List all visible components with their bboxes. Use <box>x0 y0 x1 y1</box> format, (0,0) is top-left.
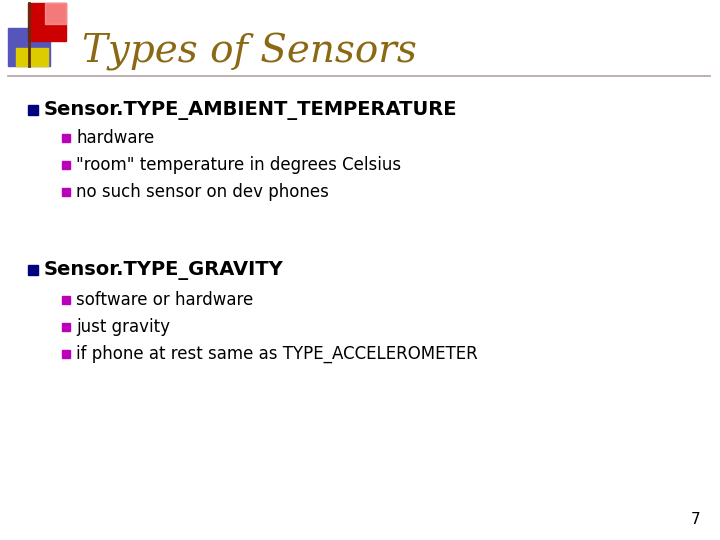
Bar <box>28 265 38 275</box>
Text: if phone at rest same as TYPE_ACCELEROMETER: if phone at rest same as TYPE_ACCELEROME… <box>76 345 478 363</box>
Bar <box>62 296 70 304</box>
Bar <box>62 350 70 358</box>
Text: hardware: hardware <box>76 129 154 147</box>
Bar <box>28 3 66 41</box>
Bar <box>62 134 70 142</box>
Text: Sensor.TYPE_GRAVITY: Sensor.TYPE_GRAVITY <box>44 260 284 280</box>
Text: software or hardware: software or hardware <box>76 291 253 309</box>
Bar <box>28 105 38 115</box>
Text: Sensor.TYPE_AMBIENT_TEMPERATURE: Sensor.TYPE_AMBIENT_TEMPERATURE <box>44 100 457 119</box>
Bar <box>62 188 70 196</box>
Text: 7: 7 <box>690 512 700 527</box>
Bar <box>45 3 66 24</box>
Text: Types of Sensors: Types of Sensors <box>82 33 417 71</box>
Bar <box>62 161 70 169</box>
Text: no such sensor on dev phones: no such sensor on dev phones <box>76 183 329 201</box>
Bar <box>62 323 70 331</box>
Bar <box>16 48 48 66</box>
Text: "room" temperature in degrees Celsius: "room" temperature in degrees Celsius <box>76 156 401 174</box>
Bar <box>8 28 50 66</box>
Text: just gravity: just gravity <box>76 318 170 336</box>
